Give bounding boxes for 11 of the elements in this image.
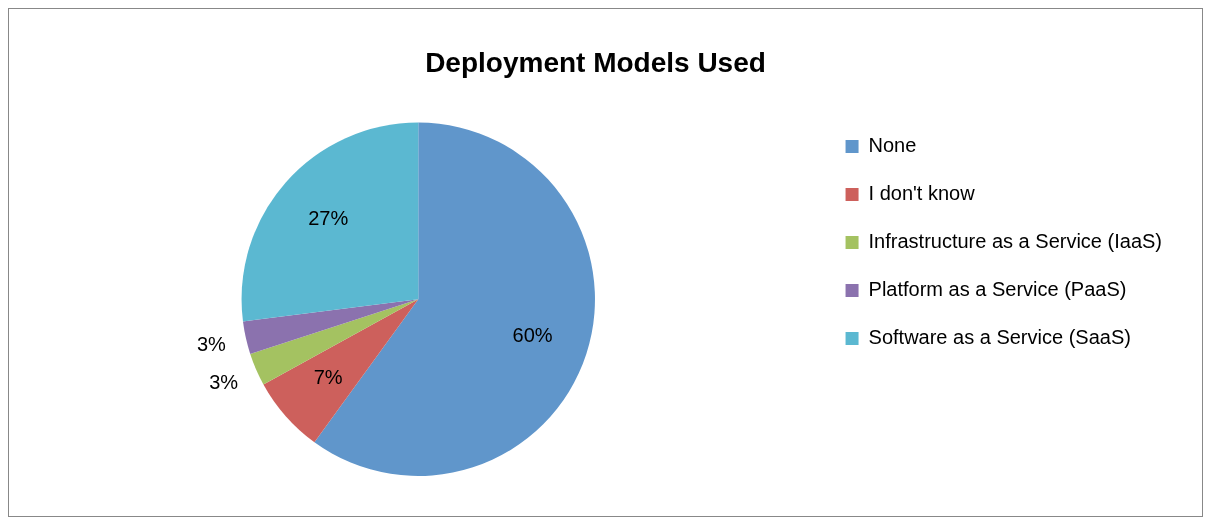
legend-label: Software as a Service (SaaS) <box>868 326 1131 349</box>
data-label: 3% <box>196 333 227 356</box>
data-label: 3% <box>209 371 239 394</box>
chart-title: Deployment Models Used <box>425 46 766 78</box>
legend-label: Infrastructure as a Service (IaaS) <box>868 230 1163 253</box>
data-label: 7% <box>313 366 343 389</box>
legend-label: Platform as a Service (PaaS) <box>868 278 1127 301</box>
data-label: 27% <box>308 207 349 230</box>
data-label: 60% <box>512 323 553 346</box>
legend-label: I don't know <box>868 182 976 205</box>
legend-label: None <box>868 134 917 157</box>
